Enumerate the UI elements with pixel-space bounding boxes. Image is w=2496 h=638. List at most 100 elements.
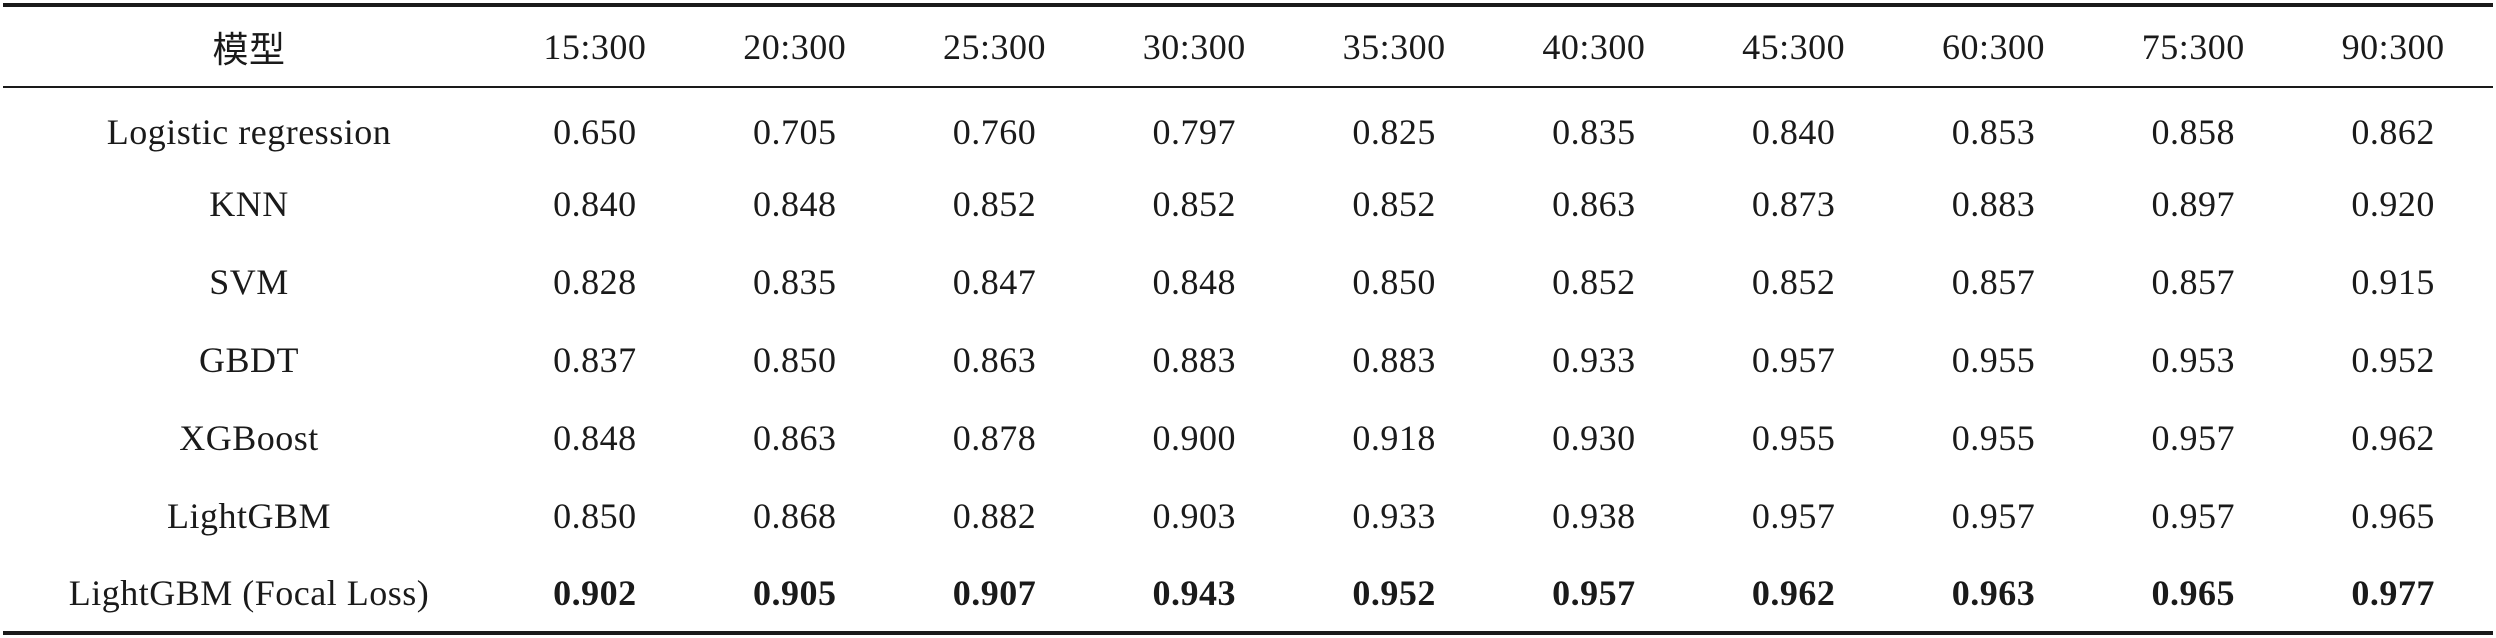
value-cell: 0.943 [1094, 555, 1295, 635]
table-row: GBDT 0.837 0.850 0.863 0.883 0.883 0.933 0.957 0… [3, 321, 2493, 399]
table-body: Logistic regression 0.650 0.705 0.760 0.797 0… [3, 87, 2493, 635]
value-cell: 0.852 [1552, 262, 1636, 302]
value-cell: 0.863 [1552, 184, 1636, 224]
table-row: XGBoost 0.848 0.863 0.878 0.900 0.918 0.930 0.9… [3, 399, 2493, 477]
value-cell: 0.957 [1951, 496, 2036, 536]
value-cell: 0.957 [1493, 555, 1694, 635]
header-ratio: 90:300 [2293, 3, 2493, 88]
value-cell: 0.882 [952, 496, 1037, 536]
value-cell: 0.862 [2351, 111, 2435, 152]
value-cell: 0.837 [553, 340, 637, 380]
value-cell: 0.850 [752, 340, 837, 380]
header-ratio: 75:300 [2093, 3, 2294, 88]
header-ratio: 25:300 [894, 3, 1095, 88]
value-cell: 0.852 [952, 184, 1037, 224]
value-cell: 0.850 [1352, 262, 1436, 302]
value-cell: 0.955 [1751, 418, 1836, 458]
value-cell: 0.965 [2093, 555, 2294, 635]
value-cell: 0.902 [495, 555, 695, 635]
model-name-cell: LightGBM (Focal Loss) [3, 555, 495, 635]
table-row: SVM 0.828 0.835 0.847 0.848 0.850 0.852 0.852 0.… [3, 243, 2493, 321]
table-row: LightGBM (Focal Loss) 0.902 0.905 0.907 0.94… [3, 555, 2493, 635]
value-cell: 0.897 [2151, 184, 2236, 224]
value-cell: 0.828 [553, 262, 637, 302]
value-cell: 0.933 [1352, 496, 1436, 536]
value-cell: 0.840 [1751, 111, 1836, 152]
value-cell: 0.953 [2151, 340, 2236, 380]
header-ratio: 30:300 [1094, 3, 1295, 88]
value-cell: 0.957 [1751, 496, 1836, 536]
table-row: Logistic regression 0.650 0.705 0.760 0.797 0… [3, 87, 2493, 165]
header-ratio: 35:300 [1294, 3, 1494, 88]
value-cell: 0.957 [2151, 496, 2236, 536]
value-cell: 0.848 [553, 418, 637, 458]
value-cell: 0.847 [952, 262, 1037, 302]
value-cell: 0.760 [952, 111, 1037, 152]
header-model: 模型 [3, 3, 495, 88]
value-cell: 0.957 [2151, 418, 2236, 458]
value-cell: 0.840 [553, 184, 637, 224]
value-cell: 0.797 [1152, 111, 1237, 152]
value-cell: 0.962 [2351, 418, 2435, 458]
model-name-cell: SVM [209, 262, 289, 302]
value-cell: 0.903 [1152, 496, 1237, 536]
model-name-cell: GBDT [199, 340, 299, 380]
table-header: 模型 15:300 20:300 25:300 30:300 35:300 40… [3, 3, 2493, 88]
value-cell: 0.835 [1552, 111, 1636, 152]
value-cell: 0.850 [553, 496, 637, 536]
value-cell: 0.952 [2351, 340, 2435, 380]
value-cell: 0.878 [952, 418, 1037, 458]
header-row: 模型 15:300 20:300 25:300 30:300 35:300 40… [3, 3, 2493, 88]
value-cell: 0.965 [2351, 496, 2435, 536]
value-cell: 0.905 [694, 555, 895, 635]
value-cell: 0.883 [1352, 340, 1436, 380]
value-cell: 0.952 [1294, 555, 1494, 635]
value-cell: 0.852 [1751, 262, 1836, 302]
value-cell: 0.930 [1552, 418, 1636, 458]
value-cell: 0.955 [1951, 418, 2036, 458]
table-row: LightGBM 0.850 0.868 0.882 0.903 0.933 0.938 0.… [3, 477, 2493, 555]
header-ratio: 40:300 [1493, 3, 1694, 88]
model-name-cell: LightGBM [166, 496, 331, 536]
value-cell: 0.873 [1751, 184, 1836, 224]
value-cell: 0.957 [1751, 340, 1836, 380]
header-ratio: 45:300 [1693, 3, 1894, 88]
value-cell: 0.883 [1951, 184, 2036, 224]
value-cell: 0.858 [2151, 111, 2236, 152]
value-cell: 0.825 [1352, 111, 1436, 152]
value-cell: 0.938 [1552, 496, 1636, 536]
value-cell: 0.848 [752, 184, 837, 224]
value-cell: 0.863 [752, 418, 837, 458]
value-cell: 0.705 [752, 111, 837, 152]
value-cell: 0.955 [1951, 340, 2036, 380]
value-cell: 0.918 [1352, 418, 1436, 458]
header-ratio: 60:300 [1893, 3, 2094, 88]
value-cell: 0.963 [1893, 555, 2094, 635]
model-name-cell: Logistic regression [106, 111, 392, 152]
value-cell: 0.883 [1152, 340, 1237, 380]
value-cell: 0.857 [2151, 262, 2236, 302]
model-name-cell: XGBoost [179, 418, 319, 458]
value-cell: 0.852 [1152, 184, 1237, 224]
value-cell: 0.853 [1951, 111, 2036, 152]
value-cell: 0.857 [1951, 262, 2036, 302]
value-cell: 0.848 [1152, 262, 1237, 302]
value-cell: 0.920 [2351, 184, 2435, 224]
value-cell: 0.977 [2293, 555, 2493, 635]
value-cell: 0.962 [1693, 555, 1894, 635]
table-row: KNN 0.840 0.848 0.852 0.852 0.852 0.863 0.873 0.… [3, 165, 2493, 243]
value-cell: 0.835 [752, 262, 837, 302]
value-cell: 0.933 [1552, 340, 1636, 380]
value-cell: 0.900 [1152, 418, 1237, 458]
model-name-cell: KNN [209, 184, 289, 224]
value-cell: 0.852 [1352, 184, 1436, 224]
value-cell: 0.915 [2351, 262, 2435, 302]
value-cell: 0.907 [894, 555, 1095, 635]
header-ratio: 15:300 [495, 3, 695, 88]
value-cell: 0.863 [952, 340, 1037, 380]
value-cell: 0.868 [752, 496, 837, 536]
header-ratio: 20:300 [694, 3, 895, 88]
results-table: 模型 15:300 20:300 25:300 30:300 35:300 40… [3, 3, 2493, 635]
value-cell: 0.650 [553, 111, 637, 152]
